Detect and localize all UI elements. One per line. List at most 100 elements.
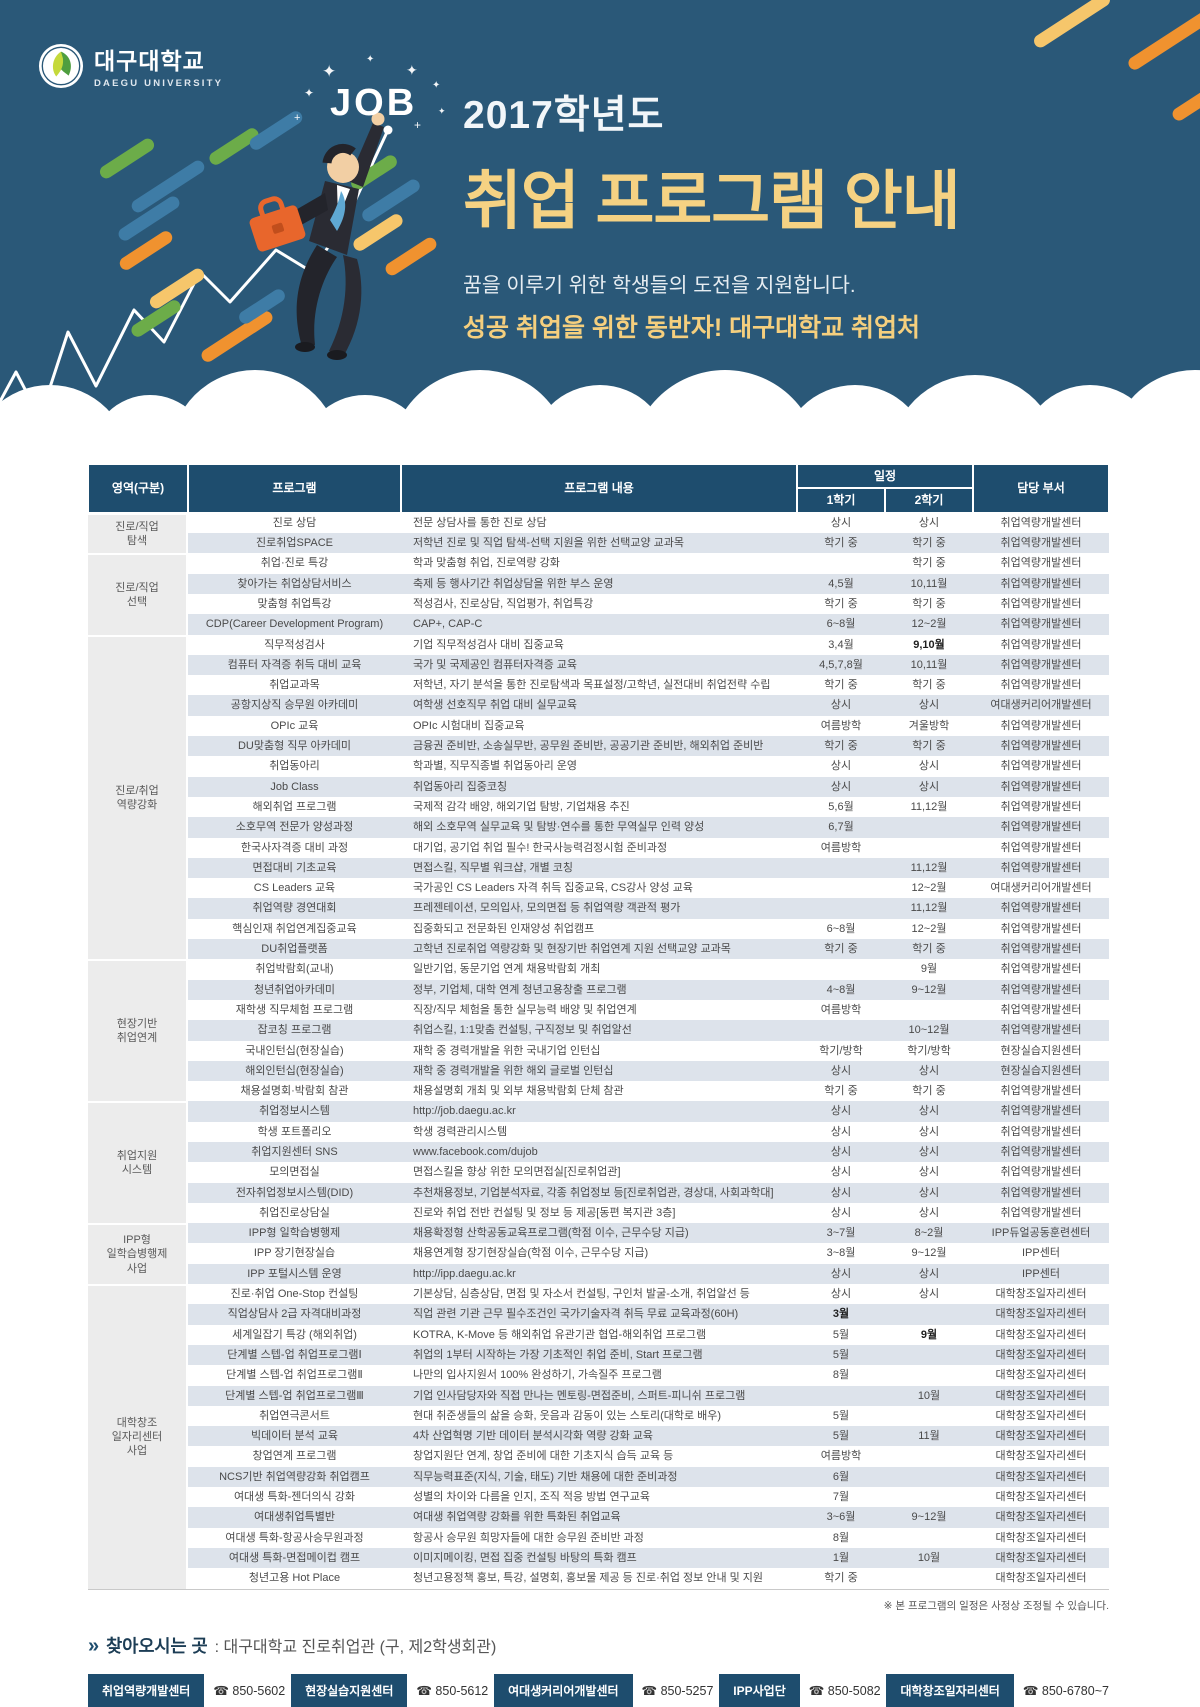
content-cell: OPIc 시험대비 집중교육 — [413, 719, 525, 732]
area-group-cell: IPP형 일학습병행제 사업 — [88, 1223, 188, 1285]
flying-businessman-illustration — [249, 112, 385, 360]
table-row: 취업교과목 저학년, 자기 분석을 통한 진로탐색과 목표설정/고학년, 실전대비… — [88, 675, 1109, 695]
sem2-cell — [885, 1365, 973, 1385]
sem2-cell: 학기/방학 — [907, 1044, 951, 1057]
sem2-cell: 9,10월 — [913, 638, 945, 651]
dept-cell: 취업역량개발센터 — [1000, 800, 1082, 813]
dept-cell: 취업역량개발센터 — [973, 533, 1109, 554]
chevron-right-icon: » — [88, 1634, 100, 1657]
dept-cell: 취업역량개발센터 — [1000, 557, 1082, 570]
content-cell: KOTRA, K-Move 등 해외취업 유관기관 협업-해외취업 프로그램 — [413, 1328, 707, 1341]
contact-item: 현장실습지원센터 ☎ 850-5612 — [291, 1673, 488, 1707]
content-cell: http://ipp.daegu.ac.kr — [401, 1263, 797, 1285]
sem2-cell: 10,11월 — [885, 573, 973, 594]
content-cell: 국제적 감각 배양, 해외기업 탐방, 기업채용 추진 — [413, 800, 630, 813]
sem2-cell: 11월 — [885, 1426, 973, 1447]
content-cell: 추천채용정보, 기업분석자료, 각종 취업정보 등[진로취업관, 경상대, 사회… — [401, 1182, 797, 1203]
table-row: 직업상담사 2급 자격대비과정 직업 관련 기관 근무 필수조건인 국가기술자격 … — [88, 1304, 1109, 1325]
program-cell: 진로취업SPACE — [188, 533, 401, 554]
program-cell: 청년고용 Hot Place — [248, 1572, 341, 1585]
sem2-cell: 11,12월 — [885, 857, 973, 879]
academic-year: 2017학년도 — [463, 94, 665, 137]
content-cell: 해외 소호무역 실무교육 및 탐방·연수를 통한 무역실무 인력 양성 — [401, 817, 797, 838]
content-cell: 전문 상담사를 통한 진로 상담 — [413, 516, 547, 529]
footer: » 찾아오시는 곳 : 대구대학교 진로취업관 (구, 제2학생회관) 취업역량… — [88, 1633, 1109, 1707]
program-cell: 진로·취업 One-Stop 컨설팅 — [230, 1288, 359, 1301]
university-name-kr: 대구대학교 — [94, 48, 205, 74]
contact-item: 취업역량개발센터 ☎ 850-5602 — [88, 1673, 285, 1707]
content-cell: 저학년 진로 및 직업 탐색-선택 지원을 위한 선택교양 교과목 — [401, 533, 797, 554]
table-row: IPP 장기현장실습 채용연계형 장기현장실습(학점 이수, 근무수당 지급) 3~… — [88, 1243, 1109, 1263]
sem1-cell: 4~8월 — [797, 979, 885, 1000]
sem1-cell — [797, 1020, 885, 1041]
program-table-body: 진로/직업 탐색 진로 상담 전문 상담사를 통한 진로 상담 상시 상시 취업역량개발센… — [88, 512, 1109, 1589]
sem2-cell: 상시 — [885, 1182, 973, 1203]
table-row: 찾아가는 취업상담서비스 축제 등 행사기간 취업상담을 위한 부스 운영 4,5월… — [88, 573, 1109, 594]
sem2-cell — [885, 1446, 973, 1466]
contact-center-badge: 현장실습지원센터 — [291, 1673, 408, 1707]
table-row: 해외취업 프로그램 국제적 감각 배양, 해외기업 탐방, 기업채용 추진 5,6월… — [88, 797, 1109, 817]
sem1-cell: 상시 — [797, 1141, 885, 1163]
table-row: 취업지원 시스템 취업정보시스템 http://job.daegu.ac.kr 상시 상… — [88, 1101, 1109, 1224]
sem2-cell: 상시 — [918, 1206, 940, 1219]
table-row: OPIc 교육 OPIc 시험대비 집중교육 여름방학 겨울방학 취업역량개발센터 — [88, 716, 1109, 736]
program-cell: 청년취업아카데미 — [188, 979, 401, 1000]
sem1-cell: 여름방학 — [820, 719, 862, 732]
sem1-cell: 상시 — [797, 1182, 885, 1203]
sem1-cell: 상시 — [830, 1166, 852, 1179]
dept-cell: 취업역량개발센터 — [973, 857, 1109, 879]
sem2-cell: 9~12월 — [911, 1247, 947, 1260]
sem1-cell: 상시 — [830, 1206, 852, 1219]
content-cell: 면접스킬을 향상 위한 모의면접실[진로취업관] — [413, 1166, 621, 1179]
table-row: 진로/취업 역량강화 직무적성검사 기업 직무적성검사 대비 집중교육 3,4월 9,1… — [88, 634, 1109, 960]
program-cell: 취업·진로 특강 — [260, 557, 329, 570]
content-cell: http://job.daegu.ac.kr — [401, 1101, 797, 1122]
contact-phone: ☎ 850-6780~7 — [1022, 1683, 1109, 1698]
dept-cell: 취업역량개발센터 — [1000, 841, 1082, 854]
content-cell: 진로와 취업 전반 컨설팅 및 정보 등 제공[동편 복지관 3층] — [413, 1206, 676, 1219]
program-cell: 취업정보시스템 — [188, 1101, 401, 1122]
sem1-cell: 상시 — [830, 760, 852, 773]
program-cell: DU취업플랫폼 — [188, 939, 401, 960]
sem2-cell — [885, 1304, 973, 1325]
table-row: IPP형 일학습병행제 사업 IPP형 일학습병행제 채용확정형 산학공동교육프로그… — [88, 1223, 1109, 1285]
content-cell: CAP+, CAP-C — [401, 614, 797, 635]
dept-cell: 대학창조일자리센터 — [995, 1288, 1087, 1301]
sem1-cell: 학기/방학 — [819, 1044, 863, 1057]
dept-cell: 현장실습지원센터 — [973, 1060, 1109, 1082]
program-cell: IPP 포털시스템 운영 — [188, 1263, 401, 1285]
dept-cell: 취업역량개발센터 — [1000, 1085, 1082, 1098]
program-cell: 직업상담사 2급 자격대비과정 — [188, 1304, 401, 1325]
sem2-cell: 상시 — [885, 1141, 973, 1163]
content-cell: 나만의 입사지원서 100% 완성하기, 가속질주 프로그램 — [413, 1369, 662, 1382]
program-cell: 진로 상담 — [272, 516, 317, 529]
area-group-cell: 대학창조 일자리센터 사업 — [88, 1284, 188, 1589]
table-row: NCS기반 취업역량강화 취업캠프 직무능력표준(지식, 기술, 태도) 기반 채… — [88, 1466, 1109, 1488]
content-cell: 집중화되고 전문화된 인재양성 취업캠프 — [413, 922, 595, 935]
speed-dash — [1170, 73, 1200, 124]
table-row: 취업지원센터 SNS www.facebook.com/dujob 상시 상시 취업역량… — [88, 1141, 1109, 1163]
content-cell: 일반기업, 동문기업 연계 채용박람회 개최 — [413, 963, 601, 976]
program-cell: 전자취업정보시스템(DID) — [188, 1182, 401, 1203]
location-line: » 찾아오시는 곳 : 대구대학교 진로취업관 (구, 제2학생회관) — [88, 1633, 1109, 1658]
sem1-cell: 5월 — [832, 1409, 850, 1422]
table-row: 청년고용 Hot Place 청년고용정책 홍보, 특강, 설명회, 홍보물 제공… — [88, 1568, 1109, 1588]
contact-center-badge: 대학창조일자리센터 — [886, 1673, 1014, 1707]
dept-cell: 대학창조일자리센터 — [995, 1369, 1087, 1382]
col-header-sem1: 1학기 — [797, 488, 885, 513]
area-group-cell: 현장기반 취업연계 — [88, 959, 188, 1102]
sem2-cell: 9~12월 — [885, 1507, 973, 1528]
dept-cell: 취업역량개발센터 — [973, 1101, 1109, 1122]
program-cell: 모의면접실 — [269, 1166, 320, 1179]
dept-cell: 취업역량개발센터 — [973, 776, 1109, 797]
content-cell: 학생 경력관리시스템 — [413, 1125, 508, 1138]
program-cell: 소호무역 전문가 양성과정 — [188, 817, 401, 838]
dept-cell: 대학창조일자리센터 — [995, 1450, 1087, 1463]
sem1-cell: 상시 — [830, 1125, 852, 1138]
contact-item: 대학창조일자리센터 ☎ 850-6780~7 — [886, 1673, 1109, 1707]
content-cell: 축제 등 행사기간 취업상담을 위한 부스 운영 — [401, 573, 797, 594]
sem2-cell: 상시 — [918, 1288, 940, 1301]
sem2-cell: 학기 중 — [885, 939, 973, 960]
sem1-cell — [797, 959, 885, 979]
sem1-cell: 학기 중 — [824, 1572, 858, 1585]
